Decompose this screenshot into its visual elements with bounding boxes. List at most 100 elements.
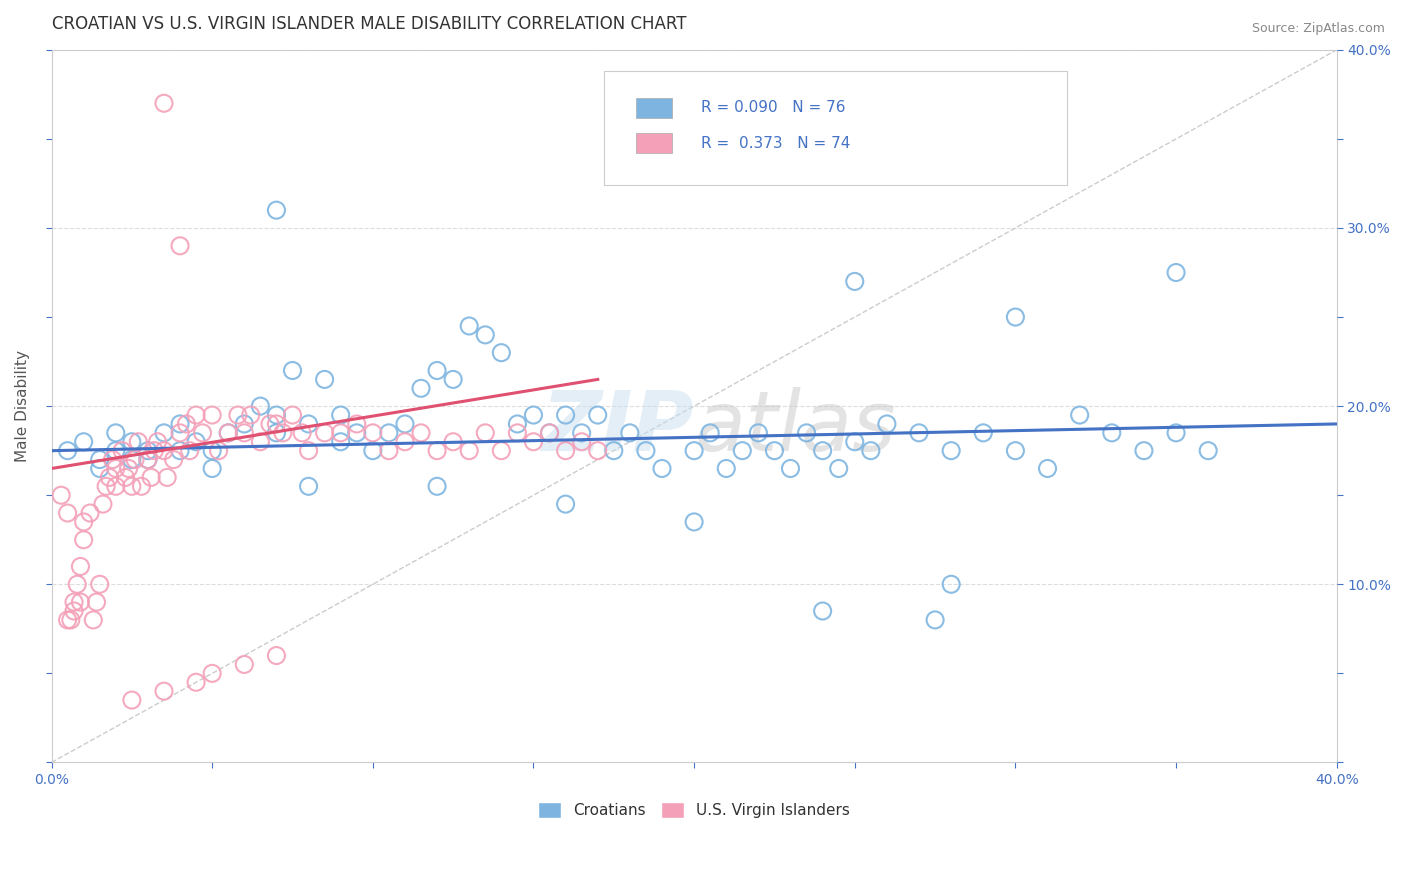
Point (104, 425, 127, 440)
Point (1197, 443, 1219, 458)
Point (56, 506, 79, 520)
Point (79, 506, 101, 520)
Point (426, 363, 449, 377)
Point (153, 425, 176, 440)
Point (683, 515, 706, 529)
Point (94, 479, 117, 493)
Point (66, 577, 89, 591)
Point (491, 345, 513, 359)
Point (217, 425, 239, 440)
Point (184, 675, 207, 690)
Point (506, 425, 529, 440)
Point (59, 613, 82, 627)
Point (156, 470, 179, 484)
Point (409, 425, 432, 440)
Point (859, 443, 882, 458)
Point (153, 684, 176, 698)
Point (136, 443, 159, 458)
Point (281, 363, 304, 377)
Text: CROATIAN VS U.S. VIRGIN ISLANDER MALE DISABILITY CORRELATION CHART: CROATIAN VS U.S. VIRGIN ISLANDER MALE DI… (52, 15, 686, 33)
Point (314, 425, 336, 440)
Text: R = 0.090   N = 76: R = 0.090 N = 76 (700, 100, 845, 115)
Point (522, 408, 544, 422)
Point (56, 613, 79, 627)
Point (346, 425, 368, 440)
Point (1004, 443, 1026, 458)
Point (169, 417, 191, 431)
Point (201, 443, 224, 458)
Point (104, 461, 127, 475)
Point (361, 443, 384, 458)
Point (169, 443, 191, 458)
Point (571, 434, 593, 449)
Point (207, 443, 229, 458)
Point (266, 203, 288, 218)
Point (121, 452, 143, 467)
Point (101, 452, 124, 467)
Point (876, 417, 898, 431)
Point (1036, 461, 1059, 475)
Point (169, 239, 191, 253)
Point (458, 318, 481, 333)
FancyBboxPatch shape (637, 97, 672, 118)
Point (233, 425, 256, 440)
Point (201, 408, 224, 422)
Point (266, 648, 288, 663)
Point (844, 434, 866, 449)
Point (114, 470, 136, 484)
Point (179, 443, 201, 458)
Point (811, 443, 834, 458)
Point (51, 488, 73, 502)
Point (73, 533, 96, 547)
Point (169, 425, 191, 440)
Point (201, 666, 224, 681)
Point (651, 461, 673, 475)
Point (763, 443, 786, 458)
Point (89, 452, 111, 467)
Point (441, 434, 464, 449)
Point (314, 372, 336, 386)
Point (89, 577, 111, 591)
Point (233, 417, 256, 431)
Point (136, 452, 159, 467)
Point (291, 425, 314, 440)
Point (441, 372, 464, 386)
Point (153, 96, 176, 111)
Point (69, 559, 91, 574)
Point (586, 443, 609, 458)
Point (111, 443, 134, 458)
Point (104, 479, 127, 493)
Point (121, 434, 143, 449)
Legend: Croatians, U.S. Virgin Islanders: Croatians, U.S. Virgin Islanders (530, 795, 858, 826)
Point (329, 425, 352, 440)
Point (56, 443, 79, 458)
Point (634, 443, 657, 458)
Point (747, 425, 769, 440)
Point (104, 443, 127, 458)
Point (538, 425, 561, 440)
Point (117, 461, 139, 475)
Point (683, 443, 706, 458)
Point (554, 443, 576, 458)
Point (226, 408, 249, 422)
Point (699, 425, 721, 440)
Point (153, 443, 176, 458)
Point (73, 515, 96, 529)
Point (239, 408, 262, 422)
Point (91, 497, 114, 511)
Point (98, 470, 121, 484)
Point (176, 417, 198, 431)
Point (361, 425, 384, 440)
FancyBboxPatch shape (637, 133, 672, 153)
Point (143, 443, 166, 458)
Point (474, 425, 496, 440)
Point (603, 443, 626, 458)
Point (571, 425, 593, 440)
Point (162, 452, 184, 467)
Point (63, 595, 86, 609)
Point (249, 399, 271, 413)
Point (136, 452, 159, 467)
Point (1164, 266, 1187, 280)
Point (297, 417, 319, 431)
Point (82, 613, 104, 627)
